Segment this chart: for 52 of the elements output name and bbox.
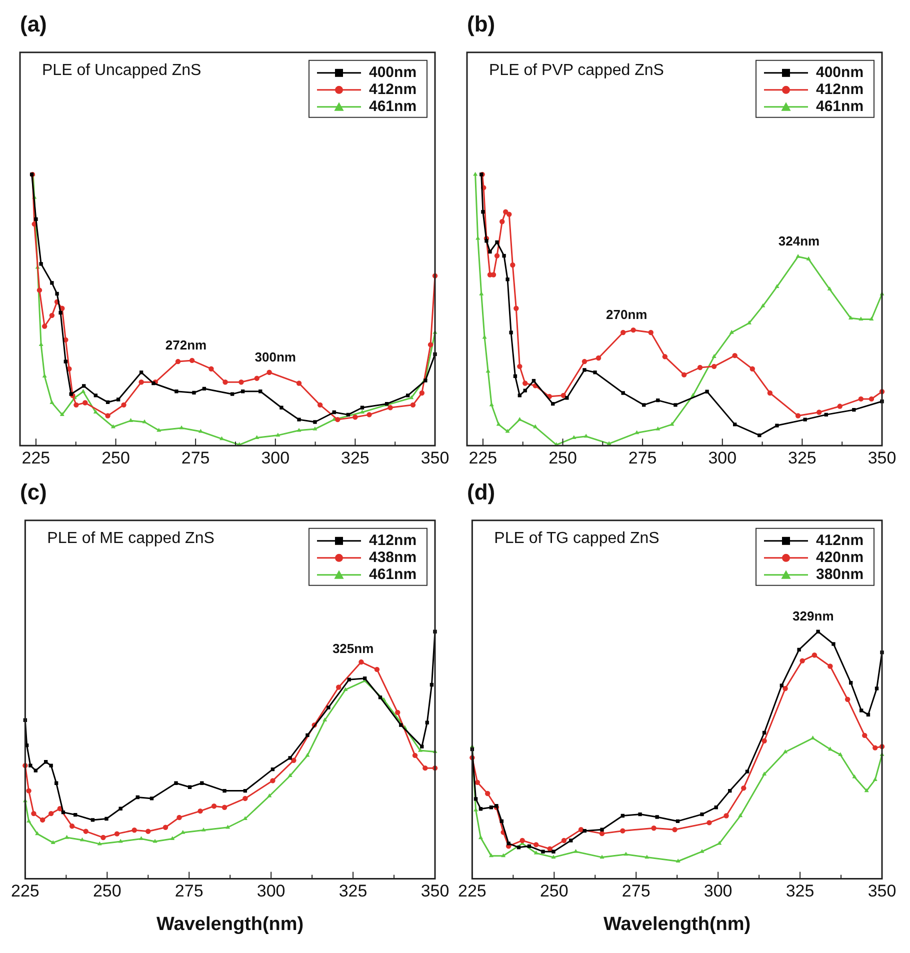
chart-title: (d) [467, 479, 496, 504]
x-tick-label: 325 [788, 448, 816, 468]
x-tick-label: 225 [458, 882, 486, 901]
x-tick-label: 300 [708, 448, 737, 468]
annotation: 324nm [778, 234, 820, 249]
legend-label: 438nm [369, 549, 417, 566]
legend-label: 412nm [816, 81, 864, 98]
x-tick-label: 225 [10, 882, 40, 901]
annotation: 300nm [254, 349, 296, 364]
x-tick-label: 250 [548, 448, 577, 468]
x-tick-label: 225 [22, 448, 50, 468]
legend-label: 420nm [816, 549, 864, 566]
x-tick-label: 350 [868, 448, 896, 468]
annotation: 329nm [792, 608, 834, 624]
chart-title: (c) [20, 479, 47, 504]
legend-label: 461nm [369, 566, 417, 584]
chart-title: (b) [467, 11, 496, 36]
x-tick-label: 250 [92, 882, 122, 901]
x-axis-title: Wavelength(nm) [156, 914, 304, 935]
x-tick-label: 325 [338, 882, 368, 901]
legend-label: 412nm [816, 532, 864, 550]
legend-label: 412nm [369, 81, 417, 98]
x-tick-label: 325 [786, 882, 814, 901]
x-tick-label: 300 [704, 882, 732, 901]
annotation: 325nm [332, 640, 374, 656]
chart-title: (a) [20, 11, 47, 36]
x-tick-label: 350 [868, 882, 896, 901]
x-tick-label: 300 [261, 448, 290, 468]
x-tick-label: 350 [420, 882, 450, 901]
legend-label: 461nm [816, 98, 864, 116]
x-tick-label: 300 [256, 882, 286, 901]
x-tick-label: 225 [468, 448, 498, 468]
legend-label: 400nm [816, 64, 864, 82]
legend-label: 412nm [369, 532, 417, 550]
annotation: 272nm [165, 338, 207, 353]
legend-label: 400nm [369, 64, 417, 82]
chart-subtitle: PLE of ME capped ZnS [47, 530, 214, 547]
legend-label: 380nm [816, 566, 864, 584]
x-tick-label: 350 [420, 448, 450, 468]
x-tick-label: 325 [341, 448, 370, 468]
x-tick-label: 275 [622, 882, 650, 901]
x-tick-label: 250 [540, 882, 568, 901]
x-tick-label: 275 [628, 448, 657, 468]
chart-subtitle: PLE of PVP capped ZnS [489, 62, 664, 79]
x-tick-label: 275 [181, 448, 210, 468]
x-axis-title: Wavelength(nm) [604, 914, 751, 935]
chart-subtitle: PLE of TG capped ZnS [494, 530, 660, 547]
annotation: 270nm [606, 307, 648, 322]
x-tick-label: 250 [102, 448, 130, 468]
legend-label: 461nm [369, 98, 417, 116]
x-tick-label: 275 [174, 882, 204, 901]
chart-subtitle: PLE of Uncapped ZnS [42, 62, 202, 79]
